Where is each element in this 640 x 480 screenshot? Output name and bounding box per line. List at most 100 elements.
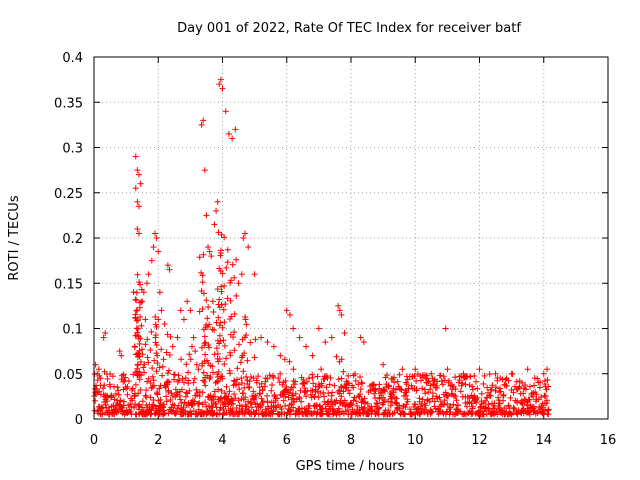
plot-frame [93, 56, 609, 420]
data-point [442, 389, 449, 396]
data-point [245, 384, 252, 391]
data-point [458, 382, 465, 389]
data-point [100, 385, 107, 392]
data-point [144, 354, 151, 361]
data-point [429, 390, 436, 397]
data-point [350, 397, 357, 404]
data-point [152, 313, 159, 320]
data-point [338, 383, 345, 390]
data-point [152, 334, 159, 341]
data-point [204, 315, 211, 322]
data-point [178, 356, 185, 363]
data-point [217, 337, 224, 344]
data-point [251, 354, 258, 361]
data-point [133, 289, 140, 296]
data-point [158, 307, 165, 314]
data-point [338, 375, 345, 382]
data-point [221, 319, 228, 326]
data-point [336, 387, 343, 394]
data-point [137, 335, 144, 342]
data-point [231, 391, 238, 398]
data-point [142, 341, 149, 348]
data-point [190, 407, 197, 414]
data-point [408, 382, 415, 389]
data-point [245, 244, 252, 251]
data-point [133, 297, 140, 304]
data-point [290, 404, 297, 411]
data-point [192, 348, 199, 355]
data-point [526, 407, 533, 414]
data-point [371, 381, 378, 388]
data-point [322, 339, 329, 346]
data-point [258, 334, 265, 341]
data-point [357, 386, 364, 393]
data-point [487, 392, 494, 399]
data-point [206, 248, 213, 255]
data-point [160, 356, 167, 363]
data-point [144, 280, 151, 287]
data-point [229, 400, 236, 407]
data-point [304, 378, 311, 385]
data-point [101, 368, 108, 375]
data-point [134, 325, 141, 332]
data-point [472, 378, 479, 385]
data-point [148, 328, 155, 335]
data-point [100, 334, 107, 341]
data-point [171, 376, 178, 383]
data-point [543, 386, 550, 393]
data-point [300, 376, 307, 383]
data-point [325, 390, 332, 397]
data-point [355, 381, 362, 388]
data-point [292, 390, 299, 397]
data-point [132, 185, 139, 192]
data-point [218, 387, 225, 394]
data-point [531, 407, 538, 414]
data-point [237, 359, 244, 366]
data-point [352, 377, 359, 384]
data-point [412, 401, 419, 408]
data-point [101, 382, 108, 389]
data-point [296, 395, 303, 402]
data-point [154, 352, 161, 359]
data-point [200, 251, 207, 258]
data-point [442, 325, 449, 332]
data-point [138, 299, 145, 306]
data-point [519, 379, 526, 386]
x-axis-label: GPS time / hours [296, 459, 405, 474]
data-point [318, 380, 325, 387]
data-point [271, 391, 278, 398]
data-point [371, 390, 378, 397]
data-point [135, 390, 142, 397]
data-point [235, 280, 242, 287]
data-point [159, 372, 166, 379]
data-point [139, 298, 146, 305]
data-point [282, 393, 289, 400]
data-point [219, 85, 226, 92]
data-point [219, 324, 226, 331]
data-point [230, 334, 237, 341]
data-point [259, 386, 266, 393]
data-point [396, 371, 403, 378]
data-point [131, 343, 138, 350]
data-point [482, 398, 489, 405]
data-point [242, 313, 249, 320]
data-point [215, 314, 222, 321]
data-point [492, 384, 499, 391]
data-point [154, 360, 161, 367]
data-point [381, 388, 388, 395]
data-point [216, 332, 223, 339]
data-point [544, 376, 551, 383]
data-point [275, 375, 282, 382]
data-point [188, 343, 195, 350]
data-point [324, 399, 331, 406]
data-point [439, 381, 446, 388]
data-point [183, 389, 190, 396]
data-point [233, 405, 240, 412]
data-point [502, 382, 509, 389]
data-point [216, 407, 223, 414]
data-point [229, 135, 236, 142]
data-point [332, 400, 339, 407]
data-point [441, 377, 448, 384]
data-point [248, 404, 255, 411]
data-point [386, 383, 393, 390]
